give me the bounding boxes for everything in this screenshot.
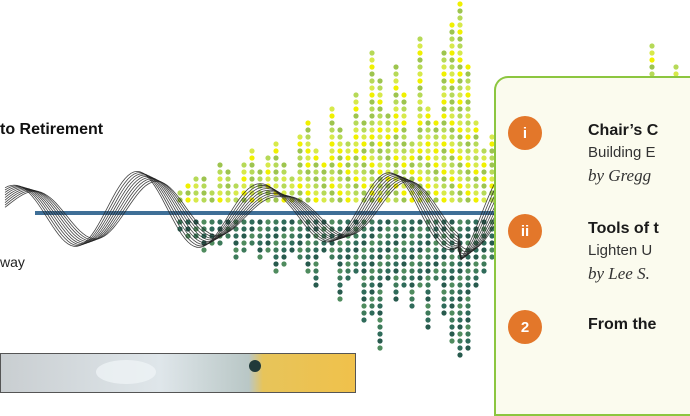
wave-baseline: [35, 211, 505, 215]
intro-text: way: [0, 254, 25, 270]
toc-subtitle: Building E: [588, 144, 656, 161]
toc-byline: by Gregg: [588, 166, 652, 185]
contents-panel: i Chair’s C Building E by Gregg ii Tools…: [494, 76, 690, 416]
photo-image: [0, 353, 356, 393]
toc-title[interactable]: From the: [588, 316, 657, 333]
toc-subtitle: Lighten U: [588, 242, 653, 259]
toc-badge: 2: [508, 310, 542, 344]
photo-cloud: [96, 360, 156, 384]
toc-title[interactable]: Tools of t: [588, 220, 659, 237]
article-heading: to Retirement: [0, 121, 104, 138]
toc-byline: by Lee S.: [588, 264, 650, 283]
toc-badge: ii: [508, 214, 542, 248]
photo-object: [249, 360, 261, 372]
toc-title[interactable]: Chair’s C: [588, 122, 659, 139]
toc-badge: i: [508, 116, 542, 150]
